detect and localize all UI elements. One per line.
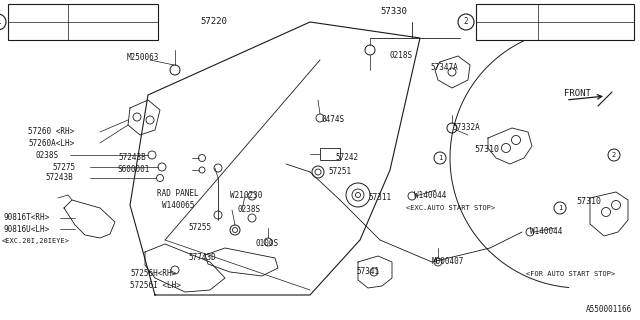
Text: <EXC.AUTO START STOP>: <EXC.AUTO START STOP> <box>406 205 495 211</box>
Text: 57330: 57330 <box>380 7 407 17</box>
Text: 57260 <RH>: 57260 <RH> <box>28 127 74 137</box>
Text: 57243B: 57243B <box>118 154 146 163</box>
Text: W140065: W140065 <box>162 202 195 211</box>
Text: (1812-  ): (1812- ) <box>540 29 579 35</box>
Text: S600001: S600001 <box>118 165 150 174</box>
Text: 0238S: 0238S <box>36 150 59 159</box>
Text: M000466: M000466 <box>10 29 40 35</box>
Text: M250063: M250063 <box>127 53 159 62</box>
Text: <EXC.20I,20IEYE>: <EXC.20I,20IEYE> <box>2 238 70 244</box>
Text: 90816T<RH>: 90816T<RH> <box>4 213 51 222</box>
Bar <box>476 4 634 40</box>
Text: 57260A<LH>: 57260A<LH> <box>28 139 74 148</box>
Text: W210230: W210230 <box>230 191 262 201</box>
Text: (  -1612): ( -1612) <box>70 11 108 17</box>
Text: W205056: W205056 <box>478 11 508 17</box>
Text: (  -1812): ( -1812) <box>540 11 579 17</box>
Text: 57256I <LH>: 57256I <LH> <box>130 281 181 290</box>
Bar <box>8 4 158 40</box>
Text: W140044: W140044 <box>414 191 446 201</box>
Text: 2: 2 <box>464 18 468 27</box>
Text: 57311: 57311 <box>368 194 391 203</box>
Text: 2: 2 <box>612 152 616 158</box>
Text: 0218S: 0218S <box>390 51 413 60</box>
Text: 57310: 57310 <box>576 197 601 206</box>
Text: 0100S: 0100S <box>256 239 279 249</box>
Text: 57743D: 57743D <box>188 253 216 262</box>
Text: 57332A: 57332A <box>452 124 480 132</box>
Text: RAD PANEL: RAD PANEL <box>157 189 198 198</box>
Text: 57251: 57251 <box>328 167 351 177</box>
Circle shape <box>355 193 360 197</box>
Text: 57220: 57220 <box>200 18 227 27</box>
Text: 1: 1 <box>558 205 562 211</box>
Text: 57255: 57255 <box>188 223 211 233</box>
Text: 57347A: 57347A <box>430 63 458 73</box>
Text: M000457: M000457 <box>10 11 40 17</box>
Text: 57341: 57341 <box>356 268 379 276</box>
Text: FRONT: FRONT <box>564 90 591 99</box>
Text: W140044: W140044 <box>530 228 563 236</box>
Text: W205146: W205146 <box>478 29 508 35</box>
Text: M000407: M000407 <box>432 258 465 267</box>
Text: 57256H<RH>: 57256H<RH> <box>130 269 176 278</box>
Text: 57275: 57275 <box>52 163 75 172</box>
Text: <FOR AUTO START STOP>: <FOR AUTO START STOP> <box>526 271 615 277</box>
Bar <box>320 148 340 160</box>
Text: 0238S: 0238S <box>238 205 261 214</box>
Text: 0474S: 0474S <box>322 116 345 124</box>
Text: A550001166: A550001166 <box>586 306 632 315</box>
Text: 1: 1 <box>438 155 442 161</box>
Text: 57242: 57242 <box>335 154 358 163</box>
Text: 90816U<LH>: 90816U<LH> <box>4 225 51 234</box>
Text: (1612-  ): (1612- ) <box>70 29 108 35</box>
Text: 57310: 57310 <box>474 146 499 155</box>
Text: 57243B: 57243B <box>45 173 73 182</box>
